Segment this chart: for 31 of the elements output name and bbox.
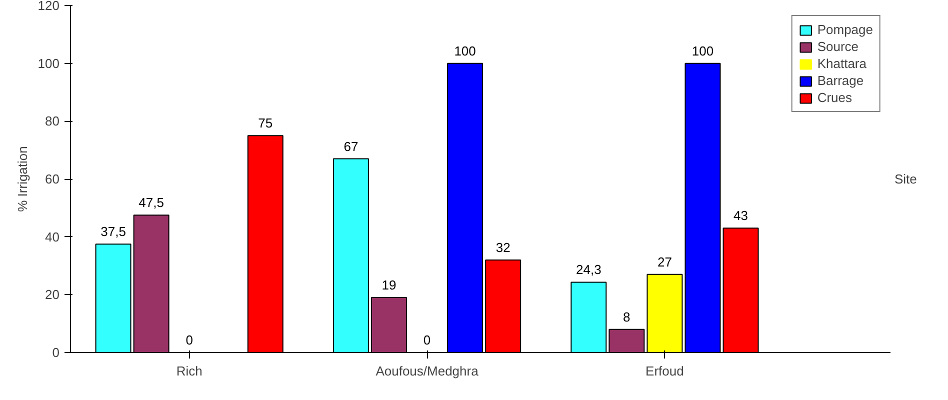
x-tick-label: Rich (176, 364, 202, 378)
x-tick-label: Aoufous/Medghra (376, 364, 480, 378)
data-label: 8 (623, 309, 630, 324)
data-label: 75 (258, 116, 273, 131)
y-tick-label: 20 (45, 287, 60, 302)
x-tick-label: Erfoud (646, 364, 684, 378)
y-tick-label: 0 (52, 345, 60, 360)
legend-label: Khattara (817, 56, 866, 71)
y-tick-label: 100 (38, 56, 60, 71)
legend-label: Source (817, 39, 859, 54)
y-tick-label: 120 (38, 0, 60, 13)
data-label: 100 (454, 43, 476, 58)
y-tick-label: 80 (45, 114, 60, 129)
legend-label: Pompage (817, 22, 873, 37)
y-tick-label: 60 (45, 172, 60, 186)
data-label: 0 (186, 332, 193, 348)
data-label: 100 (692, 43, 714, 58)
data-label: 0 (423, 332, 431, 348)
legend-label: Barrage (817, 73, 864, 88)
data-label: 67 (344, 138, 358, 154)
data-label: 27 (657, 254, 672, 270)
data-label: 24,3 (576, 262, 602, 278)
data-label: 47,5 (138, 195, 164, 210)
x-axis-title: Site (894, 172, 917, 186)
y-axis-title: % Irrigation (14, 146, 30, 212)
legend-label: Crues (817, 90, 852, 105)
data-label: 37,5 (100, 224, 126, 240)
data-label: 43 (734, 208, 748, 224)
y-tick-label: 40 (45, 229, 60, 244)
data-label: 32 (496, 240, 510, 255)
data-label: 19 (382, 278, 396, 293)
